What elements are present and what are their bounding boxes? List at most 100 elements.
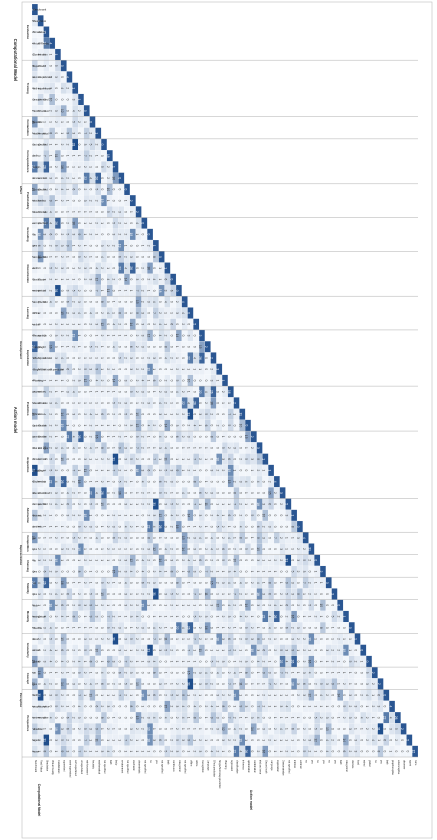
matrix-cell-value: 2: [215, 470, 219, 472]
matrix-cell-value: 0: [169, 582, 173, 584]
matrix-cell-value: 1: [83, 357, 87, 359]
matrix-cell-value: 0: [77, 458, 81, 460]
matrix-cell-value: 9: [66, 132, 70, 134]
matrix-cell-value: 0: [348, 627, 352, 629]
matrix-cell-value: 0: [359, 683, 363, 685]
matrix-cell-value: 8: [169, 571, 173, 573]
matrix-cell-value: 0: [94, 571, 98, 573]
matrix-cell-value: 2: [117, 470, 121, 472]
matrix-cell-value: 1: [123, 290, 127, 292]
matrix-cell-value: 0: [37, 323, 41, 325]
matrix-cell-value: 8: [43, 750, 47, 752]
matrix-cell-value: 2: [48, 110, 52, 112]
column-level-label: supervised: [63, 760, 66, 772]
matrix-cell-value: 2: [308, 582, 312, 584]
matrix-cell-value: 5: [48, 267, 52, 269]
matrix-cell-value: 0: [123, 301, 127, 303]
matrix-cell-value: 0: [187, 706, 191, 708]
row-level-label: both: [33, 266, 39, 270]
column-level-label: global: [368, 760, 371, 767]
matrix-cell-value: 18: [158, 289, 162, 293]
matrix-cell-value: 31: [285, 559, 289, 563]
matrix-cell-value: 2: [117, 234, 121, 236]
matrix-cell-value: 3: [244, 706, 248, 708]
matrix-cell-value: 1: [66, 155, 70, 157]
matrix-cell-value: 0: [43, 638, 47, 640]
matrix-cell-value: 0: [342, 728, 346, 730]
matrix-cell-value: 0: [100, 211, 104, 213]
matrix-cell-value: 1: [54, 750, 58, 752]
matrix-cell-value: 2: [141, 402, 145, 404]
matrix-cell-value: 2: [112, 278, 116, 280]
matrix-cell-value: 0: [106, 672, 110, 674]
matrix-cell-value: 1: [43, 368, 47, 370]
matrix-cell-value: 2: [169, 706, 173, 708]
matrix-cell-value: 2: [169, 548, 173, 550]
matrix-cell-value: 2: [141, 267, 145, 269]
matrix-cell-value: 19: [71, 334, 75, 338]
matrix-cell-value: 6: [158, 739, 162, 741]
matrix-cell-value: 0: [215, 683, 219, 685]
matrix-cell-value: 3: [94, 616, 98, 618]
matrix-cell-value: 3: [71, 683, 75, 685]
matrix-cell-value: 1: [181, 638, 185, 640]
matrix-cell-value: 0: [313, 559, 317, 561]
matrix-cell-value: 31: [71, 143, 75, 147]
matrix-cell-value: 0: [60, 627, 64, 629]
matrix-cell-value: 26: [60, 480, 64, 484]
matrix-cell-value: 0: [37, 65, 41, 67]
matrix-cell-value: 0: [60, 99, 64, 101]
matrix-cell-value: 0: [181, 481, 185, 483]
matrix-cell-value: 3: [117, 211, 121, 213]
matrix-cell-value: 0: [48, 582, 52, 584]
matrix-cell-value: 1: [71, 323, 75, 325]
column-level-label: Simulation: [45, 760, 48, 772]
matrix-cell-value: 0: [273, 514, 277, 516]
matrix-cell-value: 3: [325, 649, 329, 651]
matrix-cell-value: 26: [244, 750, 248, 754]
matrix-cell-value: 0: [83, 481, 87, 483]
matrix-cell-value: 1: [89, 166, 93, 168]
matrix-cell-value: 26: [43, 165, 47, 169]
matrix-cell-value: 2: [285, 672, 289, 674]
matrix-cell-value: 1: [112, 391, 116, 393]
matrix-cell-value: 0: [129, 717, 133, 719]
matrix-cell-value: 1: [158, 278, 162, 280]
matrix-cell-value: 1: [129, 492, 133, 494]
matrix-cell-value: 2: [135, 627, 139, 629]
matrix-cell-value: 1: [106, 481, 110, 483]
matrix-cell-value: 3: [325, 717, 329, 719]
matrix-cell-value: 3: [325, 683, 329, 685]
matrix-cell-value: 2: [308, 593, 312, 595]
matrix-cell-value: 0: [146, 627, 150, 629]
matrix-cell-value: 2: [175, 683, 179, 685]
matrix-cell-value: 6: [175, 436, 179, 438]
matrix-cell-value: 3: [354, 739, 358, 741]
matrix-cell-value: 0: [221, 413, 225, 415]
matrix-cell-value: 0: [319, 638, 323, 640]
matrix-cell-value: 0: [250, 750, 254, 752]
matrix-cell-value: 1: [164, 616, 168, 618]
matrix-cell-value: 0: [267, 548, 271, 550]
matrix-cell-value: 0: [262, 481, 266, 483]
matrix-cell-value: 0: [233, 436, 237, 438]
row-level-label: heuristic: [33, 120, 43, 124]
matrix-cell-value: 0: [54, 301, 58, 303]
matrix-cell-value: 2: [141, 717, 145, 719]
matrix-cell-value: 0: [100, 278, 104, 280]
matrix-cell-value: 0: [146, 323, 150, 325]
matrix-cell-value: 2: [135, 604, 139, 606]
matrix-cell-value: 11: [204, 592, 208, 596]
matrix-cell-value: 4: [227, 537, 231, 539]
row-level-label: Planning: [33, 379, 44, 383]
matrix-cell-value: 3: [60, 548, 64, 550]
matrix-cell-value: 0: [141, 537, 145, 539]
matrix-cell-value: 0: [60, 470, 64, 472]
matrix-cell-value: 2: [302, 649, 306, 651]
row-level-label: not specified: [33, 221, 48, 225]
matrix-cell-value: 2: [146, 503, 150, 505]
matrix-cell-value: 1: [83, 425, 87, 427]
matrix-cell-value: 2: [221, 537, 225, 539]
row-level-label: regression: [33, 390, 46, 394]
matrix-cell-value: 0: [377, 717, 381, 719]
